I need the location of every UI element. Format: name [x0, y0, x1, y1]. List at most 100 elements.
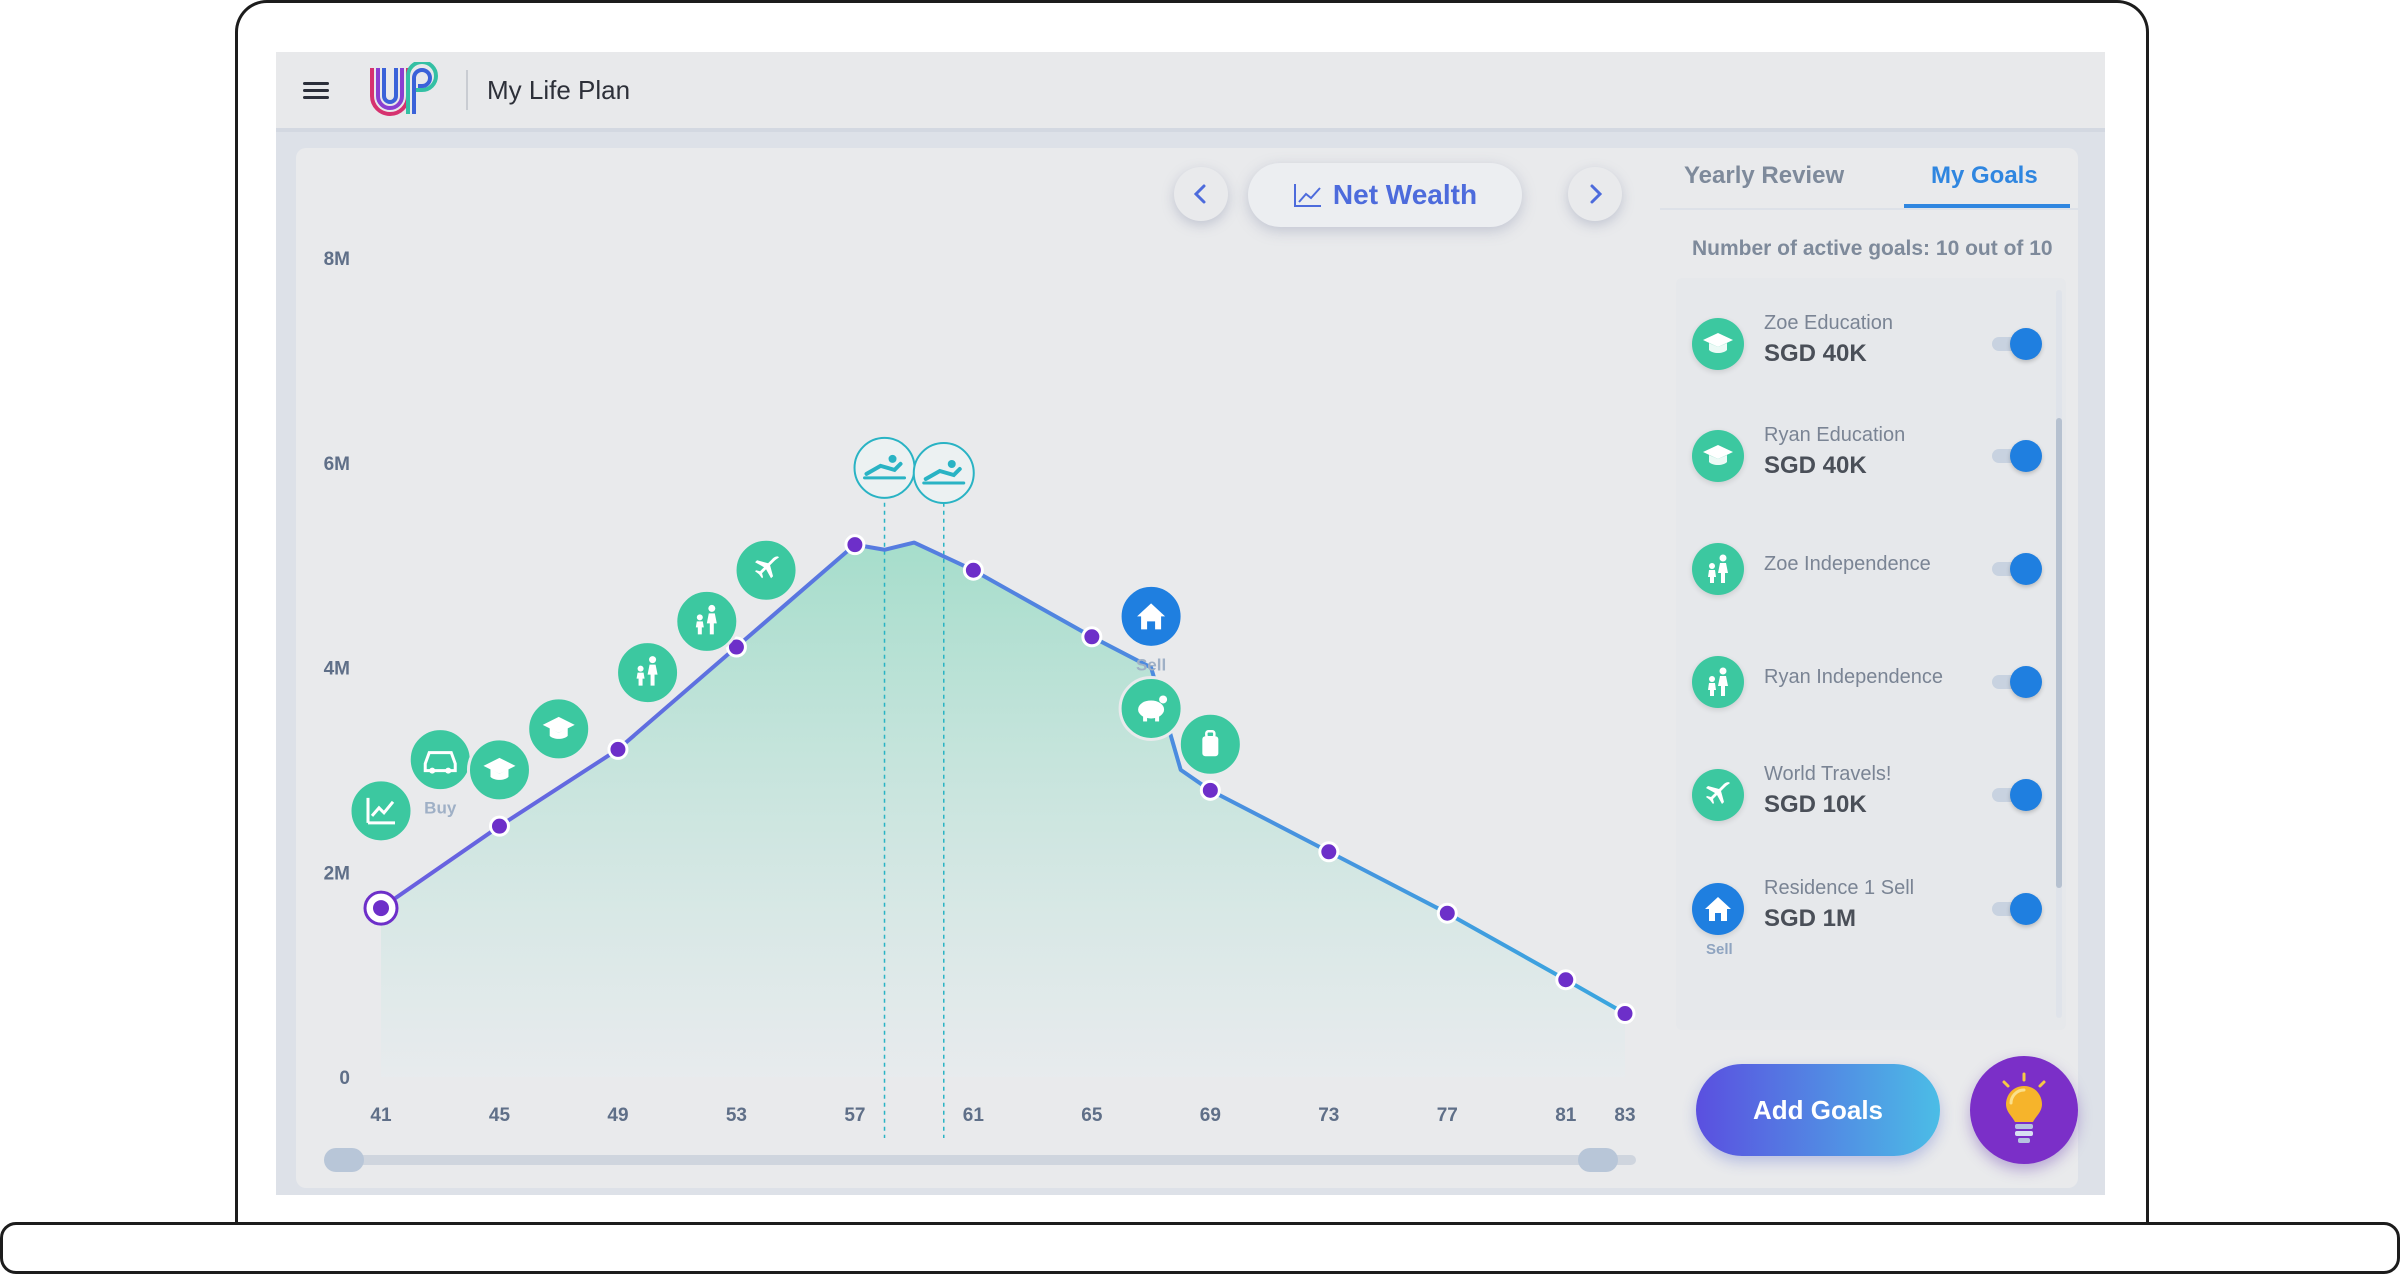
beach-chair-icon	[863, 454, 907, 480]
add-goals-button[interactable]: Add Goals	[1696, 1064, 1940, 1156]
active-tab-indicator	[1904, 204, 2070, 208]
data-point-marker	[488, 815, 510, 837]
chart-selector-label: Net Wealth	[1332, 179, 1478, 210]
lightbulb-icon	[2002, 1072, 2046, 1143]
goal-sub-label: Sell	[1706, 941, 1733, 958]
chevron-right-icon	[1590, 184, 1603, 204]
goal-name: Residence 1 Sell	[1764, 877, 1915, 899]
timeline-scroll-handle-left[interactable]	[324, 1148, 364, 1172]
x-tick-label: 77	[1437, 1105, 1458, 1126]
goal-name: World Travels!	[1764, 763, 1892, 785]
data-point-marker	[725, 636, 747, 658]
graduation-cap-icon	[1692, 318, 1744, 370]
house-icon	[1137, 603, 1166, 630]
x-tick-label: 49	[607, 1105, 628, 1126]
family-icon	[1692, 543, 1744, 595]
data-point-marker	[844, 534, 866, 556]
tab-my-goals[interactable]: My Goals	[1931, 162, 2038, 189]
topbar-divider	[466, 70, 468, 110]
tips-button[interactable]	[1970, 1056, 2078, 1164]
hamburger-menu-icon[interactable]	[303, 78, 329, 104]
up-logo-icon	[370, 62, 438, 116]
x-tick-label: 53	[726, 1105, 747, 1126]
goal-name: Ryan Independence	[1764, 666, 1944, 688]
family-icon	[695, 604, 717, 635]
goal-amount: SGD 40K	[1764, 452, 1867, 479]
goal-marker-badge	[615, 640, 681, 706]
graduation-cap-icon	[542, 716, 575, 739]
x-tick-label: 61	[963, 1105, 985, 1126]
goal-marker-label: Sell	[1136, 655, 1166, 674]
goal-amount: SGD 10K	[1764, 791, 1867, 818]
current-age-marker-dot	[373, 900, 389, 917]
y-tick-label: 6M	[324, 454, 350, 475]
goal-toggle[interactable]	[1992, 666, 2042, 698]
x-tick-label: 83	[1614, 1105, 1635, 1126]
goals-list[interactable]: Zoe Education SGD 40K Ryan Education SGD…	[1676, 278, 2066, 1030]
goal-marker-badge	[407, 727, 473, 793]
goal-amount: SGD 1M	[1764, 905, 1857, 932]
goal-toggle[interactable]	[1992, 440, 2042, 472]
airplane-icon	[1692, 769, 1744, 821]
goal-name: Zoe Education	[1764, 312, 1893, 334]
beach-chair-icon	[922, 459, 966, 485]
goal-item-zoe-education[interactable]: Zoe Education SGD 40K	[1676, 306, 2046, 406]
net-wealth-area	[381, 542, 1625, 1077]
goal-toggle[interactable]	[1992, 779, 2042, 811]
tab-yearly-review[interactable]: Yearly Review	[1684, 162, 1845, 189]
goal-toggle[interactable]	[1992, 553, 2042, 585]
goal-item-world-travels[interactable]: World Travels! SGD 10K	[1676, 757, 2046, 857]
x-tick-label: 69	[1200, 1105, 1221, 1126]
data-point-marker	[1555, 969, 1577, 991]
chevron-left-icon	[1193, 184, 1206, 204]
airplane-icon	[755, 556, 780, 579]
goal-amount: SGD 40K	[1764, 340, 1867, 367]
goals-list-scrollbar-thumb[interactable]	[2056, 418, 2062, 888]
goal-name: Ryan Education	[1764, 424, 1906, 446]
goal-name: Zoe Independence	[1764, 553, 1931, 575]
page-title: My Life Plan	[487, 75, 631, 105]
x-tick-label: 81	[1555, 1105, 1577, 1126]
goal-item-residence-sell[interactable]: Sell Residence 1 Sell SGD 1M	[1676, 877, 2046, 983]
active-goals-count: Number of active goals: 10 out of 10	[1692, 237, 2053, 260]
laptop-base	[0, 1222, 2400, 1274]
data-point-marker	[962, 559, 984, 581]
timeline-scroll-track[interactable]	[326, 1155, 1636, 1165]
top-bar: My Life Plan	[276, 52, 2105, 132]
tab-baseline	[1660, 208, 2078, 210]
goal-item-zoe-independence[interactable]: Zoe Independence	[1676, 531, 2046, 631]
data-point-marker	[607, 738, 629, 760]
y-tick-label: 8M	[324, 249, 350, 270]
family-icon	[636, 656, 658, 686]
y-tick-label: 0	[339, 1068, 350, 1089]
goal-toggle[interactable]	[1992, 893, 2042, 925]
car-icon	[423, 751, 457, 774]
goal-toggle[interactable]	[1992, 328, 2042, 360]
data-point-marker	[1199, 779, 1221, 801]
piggy-bank-icon	[1138, 695, 1168, 722]
data-point-marker	[1614, 1003, 1636, 1025]
data-point-marker	[1436, 902, 1458, 924]
family-icon	[1692, 656, 1744, 708]
goal-item-ryan-independence[interactable]: Ryan Independence	[1676, 644, 2046, 744]
graduation-cap-icon	[483, 757, 516, 780]
goal-marker-label: Buy	[424, 799, 457, 818]
line-chart-icon	[1293, 184, 1321, 207]
x-tick-label: 45	[489, 1105, 511, 1126]
next-chart-button[interactable]	[1568, 167, 1622, 221]
chart-growth-icon	[366, 797, 395, 825]
net-wealth-chart: 0 2M 4M 6M 8M 41 45 49 53 57 61 65 69 73 77 81 83 Buy Sell	[324, 249, 1636, 1138]
goals-panel: Yearly Review My Goals Number of active …	[1660, 148, 2078, 1188]
previous-chart-button[interactable]	[1174, 167, 1228, 221]
x-tick-label: 65	[1081, 1105, 1103, 1126]
y-tick-label: 4M	[324, 659, 350, 680]
goal-marker-badge	[674, 588, 740, 654]
x-tick-label: 57	[844, 1105, 865, 1126]
chart-selector-pill[interactable]: Net Wealth	[1248, 163, 1522, 227]
data-point-marker	[1081, 626, 1103, 648]
x-tick-label: 41	[370, 1105, 392, 1126]
app-window: My Life Plan 0 2M 4M 6M 8M 41 45 49 53 57 61 65 69 73…	[276, 52, 2105, 1195]
goal-item-ryan-education[interactable]: Ryan Education SGD 40K	[1676, 418, 2046, 518]
y-tick-label: 2M	[324, 863, 350, 884]
timeline-scroll-handle-right[interactable]	[1578, 1148, 1618, 1172]
